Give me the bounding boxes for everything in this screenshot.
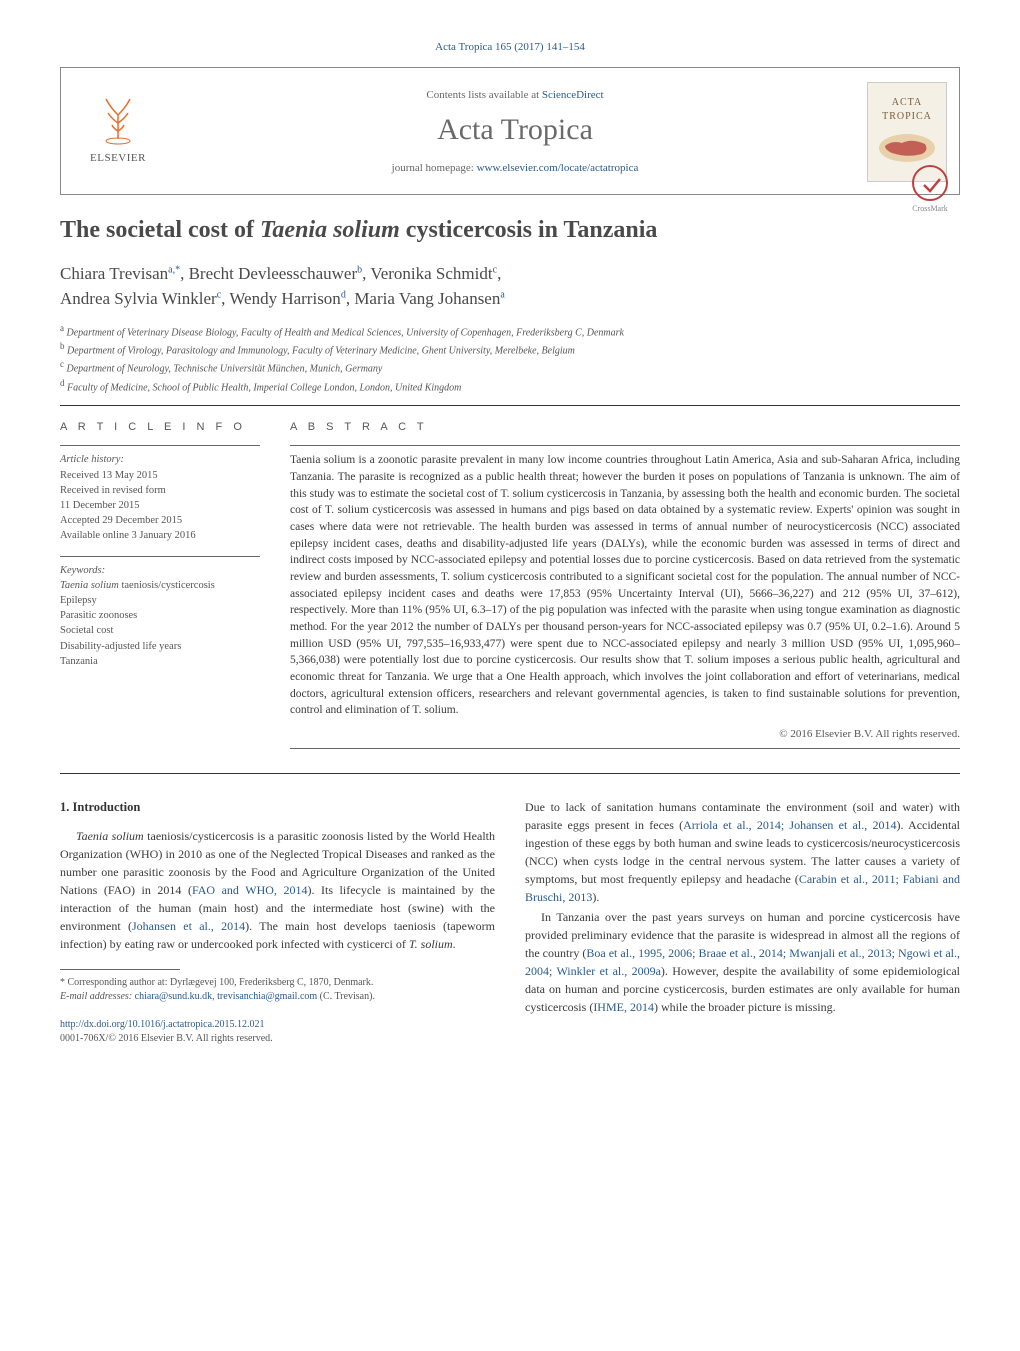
- affiliations: a Department of Veterinary Disease Biolo…: [60, 322, 960, 395]
- journal-reference: Acta Tropica 165 (2017) 141–154: [60, 40, 960, 55]
- author-5: Wendy Harrison: [229, 289, 340, 308]
- divider: [290, 748, 960, 749]
- corr-emails: E-mail addresses: chiara@sund.ku.dk, tre…: [60, 990, 495, 1004]
- ref-johansen-2014[interactable]: Johansen et al., 2014: [132, 919, 245, 933]
- email-1[interactable]: chiara@sund.ku.dk: [135, 991, 213, 1002]
- keyword-4: Societal cost: [60, 623, 260, 638]
- crossmark-icon: [912, 165, 948, 201]
- divider: [60, 773, 960, 774]
- email-2[interactable]: trevisanchia@gmail.com: [217, 991, 317, 1002]
- affiliation-b-text: Department of Virology, Parasitology and…: [67, 345, 575, 356]
- elsevier-tree-icon: [88, 87, 148, 147]
- affiliation-c-text: Department of Neurology, Technische Univ…: [67, 364, 383, 375]
- keyword-3: Parasitic zoonoses: [60, 608, 260, 623]
- author-1-aff: a,*: [168, 264, 180, 275]
- author-2: Brecht Devleesschauwer: [189, 264, 358, 283]
- keywords-label: Keywords:: [60, 563, 260, 578]
- keyword-1: Taenia solium taeniosis/cysticercosis: [60, 578, 260, 593]
- revised-label: Received in revised form: [60, 483, 260, 498]
- section-heading-intro: 1. Introduction: [60, 798, 495, 817]
- affiliation-d-text: Faculty of Medicine, School of Public He…: [67, 382, 461, 393]
- p2c: ).: [592, 890, 599, 904]
- history-label: Article history:: [60, 452, 260, 467]
- accepted-date: Accepted 29 December 2015: [60, 513, 260, 528]
- divider: [60, 556, 260, 557]
- contents-prefix: Contents lists available at: [426, 89, 541, 101]
- article-history: Article history: Received 13 May 2015 Re…: [60, 452, 260, 543]
- body-column-left: 1. Introduction Taenia solium taeniosis/…: [60, 798, 495, 1046]
- doi-link[interactable]: http://dx.doi.org/10.1016/j.actatropica.…: [60, 1019, 265, 1030]
- world-map-icon: [877, 128, 937, 168]
- intro-paragraph-2: Due to lack of sanitation humans contami…: [525, 798, 960, 906]
- copyright: © 2016 Elsevier B.V. All rights reserved…: [290, 727, 960, 742]
- author-6: Maria Vang Johansen: [354, 289, 500, 308]
- issn-copyright: 0001-706X/© 2016 Elsevier B.V. All right…: [60, 1033, 273, 1044]
- affiliation-b: b Department of Virology, Parasitology a…: [60, 340, 960, 358]
- p3c: ) while the broader picture is missing.: [654, 1000, 836, 1014]
- article-title: The societal cost of Taenia solium cysti…: [60, 215, 960, 246]
- doi-block: http://dx.doi.org/10.1016/j.actatropica.…: [60, 1018, 495, 1046]
- title-pre: The societal cost of: [60, 217, 260, 243]
- affiliation-d: d Faculty of Medicine, School of Public …: [60, 377, 960, 395]
- received-date: Received 13 May 2015: [60, 468, 260, 483]
- author-2-aff: b: [357, 264, 362, 275]
- article-info-column: a r t i c l e i n f o Article history: R…: [60, 420, 260, 756]
- keyword-5: Disability-adjusted life years: [60, 639, 260, 654]
- affiliation-a-text: Department of Veterinary Disease Biology…: [67, 327, 624, 338]
- author-1: Chiara Trevisan: [60, 264, 168, 283]
- body-column-right: Due to lack of sanitation humans contami…: [525, 798, 960, 1046]
- author-list: Chiara Trevisana,*, Brecht Devleesschauw…: [60, 261, 960, 312]
- online-date: Available online 3 January 2016: [60, 528, 260, 543]
- homepage-prefix: journal homepage:: [392, 162, 477, 174]
- author-5-aff: d: [341, 289, 346, 300]
- body-columns: 1. Introduction Taenia solium taeniosis/…: [60, 798, 960, 1046]
- email-label: E-mail addresses:: [60, 991, 135, 1002]
- keyword-6: Tanzania: [60, 654, 260, 669]
- footnote-divider: [60, 969, 180, 970]
- author-4: Andrea Sylvia Winkler: [60, 289, 217, 308]
- keywords: Keywords: Taenia solium taeniosis/cystic…: [60, 563, 260, 670]
- ref-fao-who-2014[interactable]: FAO and WHO, 2014: [192, 883, 308, 897]
- article-info-heading: a r t i c l e i n f o: [60, 420, 260, 435]
- author-4-aff: c: [217, 289, 221, 300]
- intro-paragraph-3: In Tanzania over the past years surveys …: [525, 908, 960, 1016]
- contents-line: Contents lists available at ScienceDirec…: [163, 88, 867, 103]
- title-species: Taenia solium: [260, 217, 400, 243]
- publisher-name: ELSEVIER: [90, 151, 146, 166]
- crossmark-label: CrossMark: [912, 203, 948, 214]
- ref-ihme-2014[interactable]: IHME, 2014: [593, 1000, 654, 1014]
- journal-name: Acta Tropica: [163, 109, 867, 151]
- ref-arriola-johansen[interactable]: Arriola et al., 2014; Johansen et al., 2…: [683, 818, 896, 832]
- title-post: cysticercosis in Tanzania: [400, 217, 658, 243]
- revised-date: 11 December 2015: [60, 498, 260, 513]
- abstract-column: a b s t r a c t Taenia solium is a zoono…: [290, 420, 960, 756]
- abstract-heading: a b s t r a c t: [290, 420, 960, 435]
- affiliation-c: c Department of Neurology, Technische Un…: [60, 358, 960, 376]
- abstract-text: Taenia solium is a zoonotic parasite pre…: [290, 452, 960, 719]
- homepage-link[interactable]: www.elsevier.com/locate/actatropica: [477, 162, 639, 174]
- author-3-aff: c: [493, 264, 497, 275]
- affiliation-a: a Department of Veterinary Disease Biolo…: [60, 322, 960, 340]
- corresponding-author-footnote: * Corresponding author at: Dyrlægevej 10…: [60, 976, 495, 1004]
- author-6-aff: a: [500, 289, 504, 300]
- author-3: Veronika Schmidt: [370, 264, 492, 283]
- divider: [60, 445, 260, 446]
- divider: [60, 405, 960, 406]
- divider: [290, 445, 960, 446]
- corr-address: * Corresponding author at: Dyrlægevej 10…: [60, 976, 495, 990]
- homepage-line: journal homepage: www.elsevier.com/locat…: [163, 161, 867, 176]
- keyword-2: Epilepsy: [60, 593, 260, 608]
- intro-paragraph-1: Taenia solium taeniosis/cysticercosis is…: [60, 827, 495, 953]
- publisher-logo: ELSEVIER: [73, 87, 163, 177]
- email-tail: (C. Trevisan).: [317, 991, 375, 1002]
- cover-title: ACTA TROPICA: [872, 96, 942, 124]
- sciencedirect-link[interactable]: ScienceDirect: [542, 89, 604, 101]
- journal-header: ELSEVIER Contents lists available at Sci…: [60, 67, 960, 195]
